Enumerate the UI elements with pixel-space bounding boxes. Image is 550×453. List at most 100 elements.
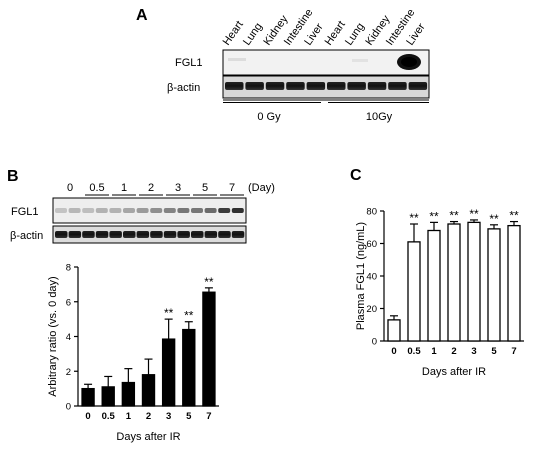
chart-c-bar [427, 229, 441, 342]
actin-band [82, 231, 95, 238]
chart-b-x-tick-label: 2 [146, 411, 151, 422]
fgl1-band [218, 208, 231, 213]
panel-b-bar-chart: 0 2 4 6 8 0 0.5 1 2 3 ** 5 ** 7 ** Days after IR Arbitra… [47, 263, 219, 443]
chart-c-significance: ** [469, 207, 479, 221]
panel-a-fgl1-blot [222, 49, 430, 76]
fgl1-band [177, 208, 190, 213]
chart-c-bar [407, 241, 421, 342]
panel-a-group-0gy: 0 Gy [257, 111, 281, 123]
actin-band [109, 231, 122, 238]
chart-b-y-tick-label: 8 [66, 263, 71, 274]
chart-b-y-tick-label: 4 [66, 332, 71, 343]
chart-c-significance: ** [449, 209, 459, 223]
chart-c-bar [487, 228, 501, 342]
fgl1-band [191, 208, 203, 213]
actin-band [150, 231, 163, 238]
fgl1-band [123, 208, 135, 213]
fgl1-band [82, 208, 95, 213]
panel-b-timepoint: 7 [229, 182, 235, 194]
chart-c-y-tick-label: 40 [366, 272, 377, 283]
chart-b-bar [141, 374, 156, 407]
panel-a-lane-labels: HeartLungKidneyIntestineLiverHeartLungKi… [221, 7, 428, 48]
chart-c-bar [467, 221, 481, 342]
chart-c-x-tick-label: 7 [511, 346, 516, 357]
actin-band [95, 231, 109, 238]
chart-c-significance: ** [509, 209, 519, 223]
panel-b-timepoint: 0.5 [89, 182, 104, 194]
panel-a-lane-label: Heart [221, 19, 246, 48]
actin-band [327, 82, 346, 90]
panel-b-time-unit: (Day) [248, 182, 275, 194]
panel-b-timepoint: 1 [121, 182, 127, 194]
actin-band [265, 82, 285, 90]
chart-b-significance: ** [204, 275, 214, 289]
chart-b-bar [161, 338, 176, 407]
chart-b-y-tick-label: 6 [66, 297, 71, 308]
chart-b-y-tick-label: 0 [66, 402, 71, 413]
panel-a-lane-label: Heart [323, 19, 348, 48]
chart-c-y-tick-label: 80 [366, 207, 377, 218]
chart-b-significance: ** [184, 309, 194, 323]
chart-b-x-tick-label: 0 [85, 411, 90, 422]
panel-b-timepoint: 0 [67, 182, 73, 194]
fgl1-band [163, 208, 176, 213]
panel-b-letter: B [7, 168, 19, 185]
chart-c-bar [507, 224, 521, 342]
panel-b-fgl1-label: FGL1 [11, 206, 39, 218]
chart-c-significance: ** [409, 211, 419, 225]
panel-b-actin-bands [55, 231, 245, 238]
actin-band [367, 82, 387, 90]
panel-b-actin-blot [52, 225, 247, 244]
panel-a-actin-bands [225, 82, 428, 90]
actin-band [245, 82, 264, 90]
chart-c-y-tick-label: 60 [366, 239, 377, 250]
actin-band [388, 82, 407, 90]
chart-c-significance: ** [429, 209, 439, 223]
panel-a-actin-label: β-actin [167, 82, 200, 94]
panel-b-fgl1-blot [52, 197, 247, 224]
chart-b-bar [121, 381, 136, 407]
chart-c-x-tick-label: 0.5 [407, 346, 421, 357]
fgl1-band [136, 208, 149, 213]
panel-b-fgl1-bands [55, 208, 244, 213]
chart-b-x-tick-label: 5 [186, 411, 192, 422]
chart-c-x-tick-label: 5 [491, 346, 497, 357]
chart-c-y-tick-label: 0 [372, 337, 377, 348]
chart-b-x-tick-label: 1 [126, 411, 132, 422]
actin-band [136, 231, 150, 238]
actin-band [163, 231, 177, 238]
chart-c-significance: ** [489, 212, 499, 226]
fgl1-band [204, 208, 217, 213]
chart-b-bar [81, 387, 95, 407]
panel-a-group-brackets [223, 99, 429, 103]
chart-b-x-tick-label: 0.5 [102, 411, 116, 422]
chart-b-bar [101, 386, 115, 407]
actin-band [218, 231, 231, 238]
actin-band [204, 231, 218, 238]
fgl1-band [55, 208, 67, 213]
panel-b-timepoint: 3 [175, 182, 181, 194]
panel-b-actin-label: β-actin [10, 230, 43, 242]
actin-band [347, 82, 366, 90]
chart-c-y-axis-title: Plasma FGL1 (ng/mL) [355, 222, 367, 330]
actin-band [68, 231, 82, 238]
chart-c-x-tick-label: 3 [471, 346, 476, 357]
actin-band [231, 231, 245, 238]
actin-band [408, 82, 428, 90]
chart-c-bar [387, 319, 401, 342]
panel-a-fgl1-faint-bands [228, 58, 368, 62]
chart-b-x-tick-label: 3 [166, 411, 171, 422]
fgl1-band [95, 208, 108, 213]
actin-band [123, 231, 136, 238]
fgl1-band [68, 208, 81, 213]
panel-c-letter: C [350, 167, 362, 184]
actin-band [177, 231, 190, 238]
chart-b-significance: ** [164, 306, 174, 320]
chart-c-x-tick-label: 1 [431, 346, 437, 357]
actin-band [306, 82, 326, 90]
panel-b-timepoint-labels: 0 0.5 1 2 3 5 7 [67, 182, 244, 196]
chart-c-x-tick-label: 0 [391, 346, 396, 357]
panel-a-actin-blot [222, 75, 430, 99]
actin-band [225, 82, 244, 90]
